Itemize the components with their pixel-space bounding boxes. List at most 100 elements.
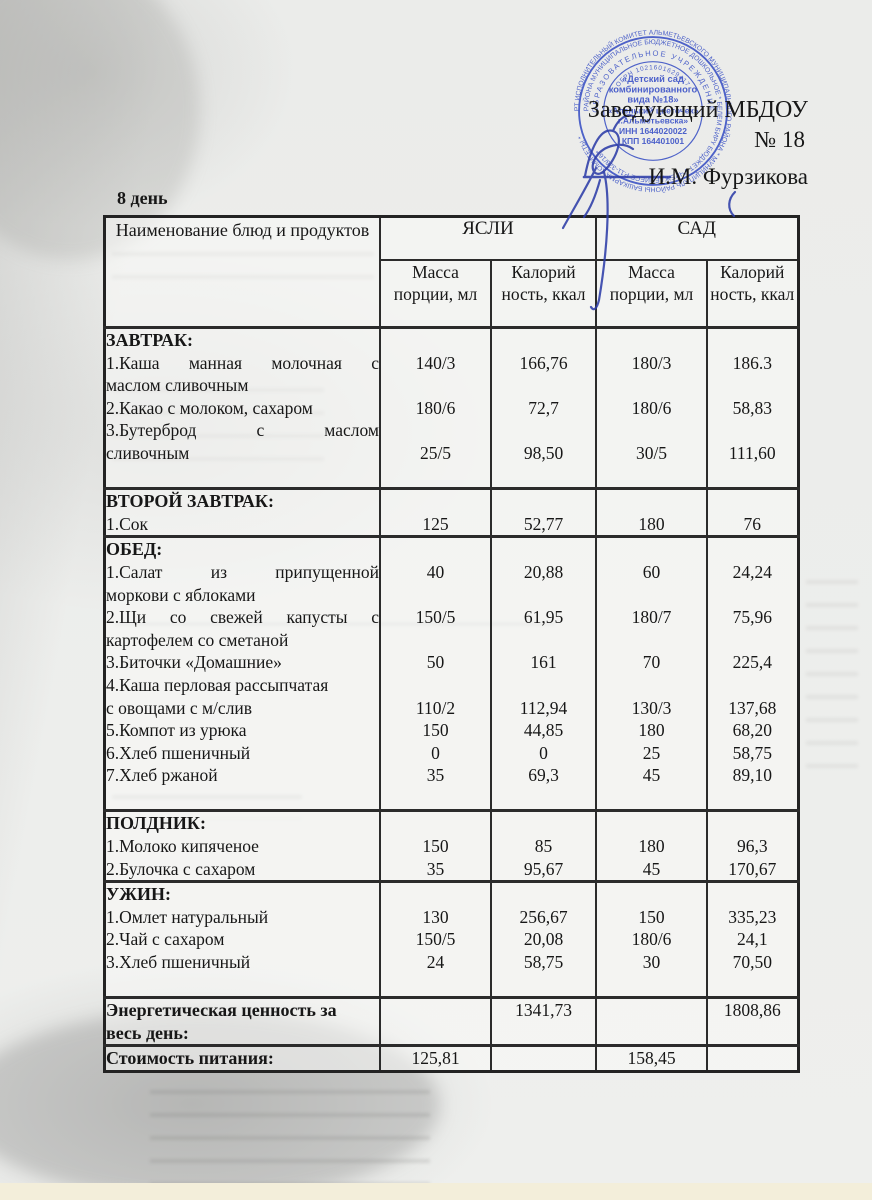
value-line	[492, 490, 595, 513]
value-line	[708, 629, 797, 652]
sad-mass-cell: 150 180/6 30	[595, 880, 708, 999]
value-line	[492, 584, 595, 607]
dish-name-line	[106, 787, 379, 810]
sad-mass-cell: 180 45	[595, 809, 708, 883]
value-line	[597, 329, 706, 352]
value-line	[492, 538, 595, 561]
value-line: 24	[426, 952, 445, 973]
value-line	[708, 974, 797, 997]
sad-mass-cell: 180/3 180/6 30/5	[595, 325, 708, 490]
yasli-mass-cell: 125	[379, 487, 492, 538]
value-line: 70	[642, 652, 661, 673]
dish-name-cell: ВТОРОЙ ЗАВТРАК: 1.Сок	[103, 487, 381, 538]
sad-mass-cell	[595, 996, 708, 1047]
value-line: 25/5	[419, 442, 452, 463]
value-line: 1808,86	[723, 1000, 781, 1021]
dish-name-cell: УЖИН: 1.Омлет натуральный 2.Чай с сахаром 3…	[103, 880, 381, 999]
daily-menu-table: Наименование блюд и продуктов ЯСЛИ САД М…	[103, 215, 800, 1073]
value-line: 35	[426, 765, 445, 786]
menu-section-vtoroy-zavtrak: ВТОРОЙ ЗАВТРАК: 1.Сок 125 52,77 180 76	[103, 487, 799, 538]
value-line: 170,67	[728, 858, 777, 879]
value-line	[492, 787, 595, 810]
dish-name-line: 1.Сок	[106, 513, 149, 534]
value-line: 60	[642, 561, 661, 582]
value-line: 256,67	[519, 906, 568, 927]
value-line: 180/6	[631, 397, 672, 418]
value-line	[492, 812, 595, 835]
section-title: ВТОРОЙ ЗАВТРАК:	[106, 491, 274, 512]
dish-name-line: 4.Каша перловая рассыпчатая	[106, 674, 329, 695]
menu-section-energy-total: Энергетическая ценность за весь день: 134…	[103, 996, 799, 1047]
dish-name-line: 2.Щи со свежей капусты с	[106, 607, 379, 628]
stamp-center-line: комбинированного	[609, 84, 698, 94]
value-line	[492, 419, 595, 442]
value-line	[597, 883, 706, 906]
dish-name-cell: Стоимость питания:	[103, 1044, 381, 1073]
value-line	[492, 629, 595, 652]
value-line: 335,23	[728, 906, 777, 927]
value-line	[597, 629, 706, 652]
sub-header-row: Масса порции, мл Калорий ность, ккал Мас…	[105, 259, 799, 329]
value-line	[492, 465, 595, 488]
svg-text:ОГРН 1021601629417: ОГРН 1021601629417	[615, 64, 692, 88]
value-line	[381, 1022, 490, 1045]
value-line: 180	[638, 836, 665, 857]
menu-section-obed: ОБЕД: 1.Салат из припущенной моркови с ябл…	[103, 535, 799, 812]
dish-name-line: 5.Компот из урюка	[106, 720, 247, 741]
value-line: 20,08	[523, 929, 564, 950]
dish-name-line: 1.Молоко кипяченое	[106, 836, 259, 857]
value-line	[597, 584, 706, 607]
value-line: 186.3	[732, 352, 772, 373]
value-line: 50	[426, 652, 445, 673]
dish-name-line: 2.Чай с сахаром	[106, 929, 225, 950]
sad-kcal-cell: 76	[706, 487, 799, 538]
value-line: 25	[642, 742, 661, 763]
value-line: 180	[638, 513, 665, 534]
value-line: 150	[422, 836, 449, 857]
value-line: 20,88	[523, 561, 564, 582]
value-line	[597, 1022, 706, 1045]
dish-name-line: 1.Салат из припущенной	[106, 561, 379, 582]
value-line	[597, 465, 706, 488]
value-line: 137,68	[728, 697, 777, 718]
value-line	[708, 1022, 797, 1045]
value-line	[708, 490, 797, 513]
sad-kcal-cell: 335,23 24,1 70,50	[706, 880, 799, 999]
yasli-kcal-cell: 20,88 61,95 161 112,94 44,85 0 69,3	[490, 535, 597, 812]
value-line	[708, 374, 797, 397]
yasli-mass-cell: 130 150/5 24	[379, 880, 492, 999]
yasli-kcal-header: Калорий ность, ккал	[490, 259, 597, 329]
value-line	[381, 883, 490, 906]
value-line: 150/5	[415, 607, 456, 628]
value-line	[708, 674, 797, 697]
value-line	[492, 1047, 595, 1070]
value-line: 85	[534, 836, 553, 857]
yasli-mass-cell: 40 150/5 50 110/2 150 0 35	[379, 535, 492, 812]
value-line: 40	[426, 561, 445, 582]
value-line: 45	[642, 765, 661, 786]
stamp-ogrn-arc: ОГРН 1021601629417	[615, 64, 691, 88]
value-line: 111,60	[728, 442, 776, 463]
value-line	[597, 538, 706, 561]
official-block: Заведующий МБДОУ № 18 И.М. Фурзикова	[588, 96, 808, 190]
value-line: 52,77	[523, 513, 564, 534]
value-line: 125	[422, 513, 449, 534]
dish-name-line: 2.Булочка с сахаром	[106, 858, 256, 879]
section-title: ОБЕД:	[106, 539, 163, 560]
dish-name-line: картофелем со сметаной	[106, 629, 289, 650]
sad-mass-header: Масса порции, мл	[595, 259, 708, 329]
day-label: 8 день	[117, 188, 168, 208]
yasli-mass-header: Масса порции, мл	[379, 259, 492, 329]
value-line: 150/5	[415, 929, 456, 950]
value-line: 180/6	[631, 929, 672, 950]
sad-kcal-cell: 1808,86	[706, 996, 799, 1047]
section-title: УЖИН:	[106, 884, 172, 905]
value-line	[381, 490, 490, 513]
group-header-row: Наименование блюд и продуктов ЯСЛИ САД	[103, 215, 799, 329]
official-name: И.М. Фурзикова	[648, 164, 808, 189]
menu-section-cost: Стоимость питания: 125,81 158,45	[103, 1044, 799, 1073]
value-line: 35	[426, 858, 445, 879]
value-line: 68,20	[732, 720, 772, 741]
dish-name-line: 1.Омлет натуральный	[106, 906, 269, 927]
